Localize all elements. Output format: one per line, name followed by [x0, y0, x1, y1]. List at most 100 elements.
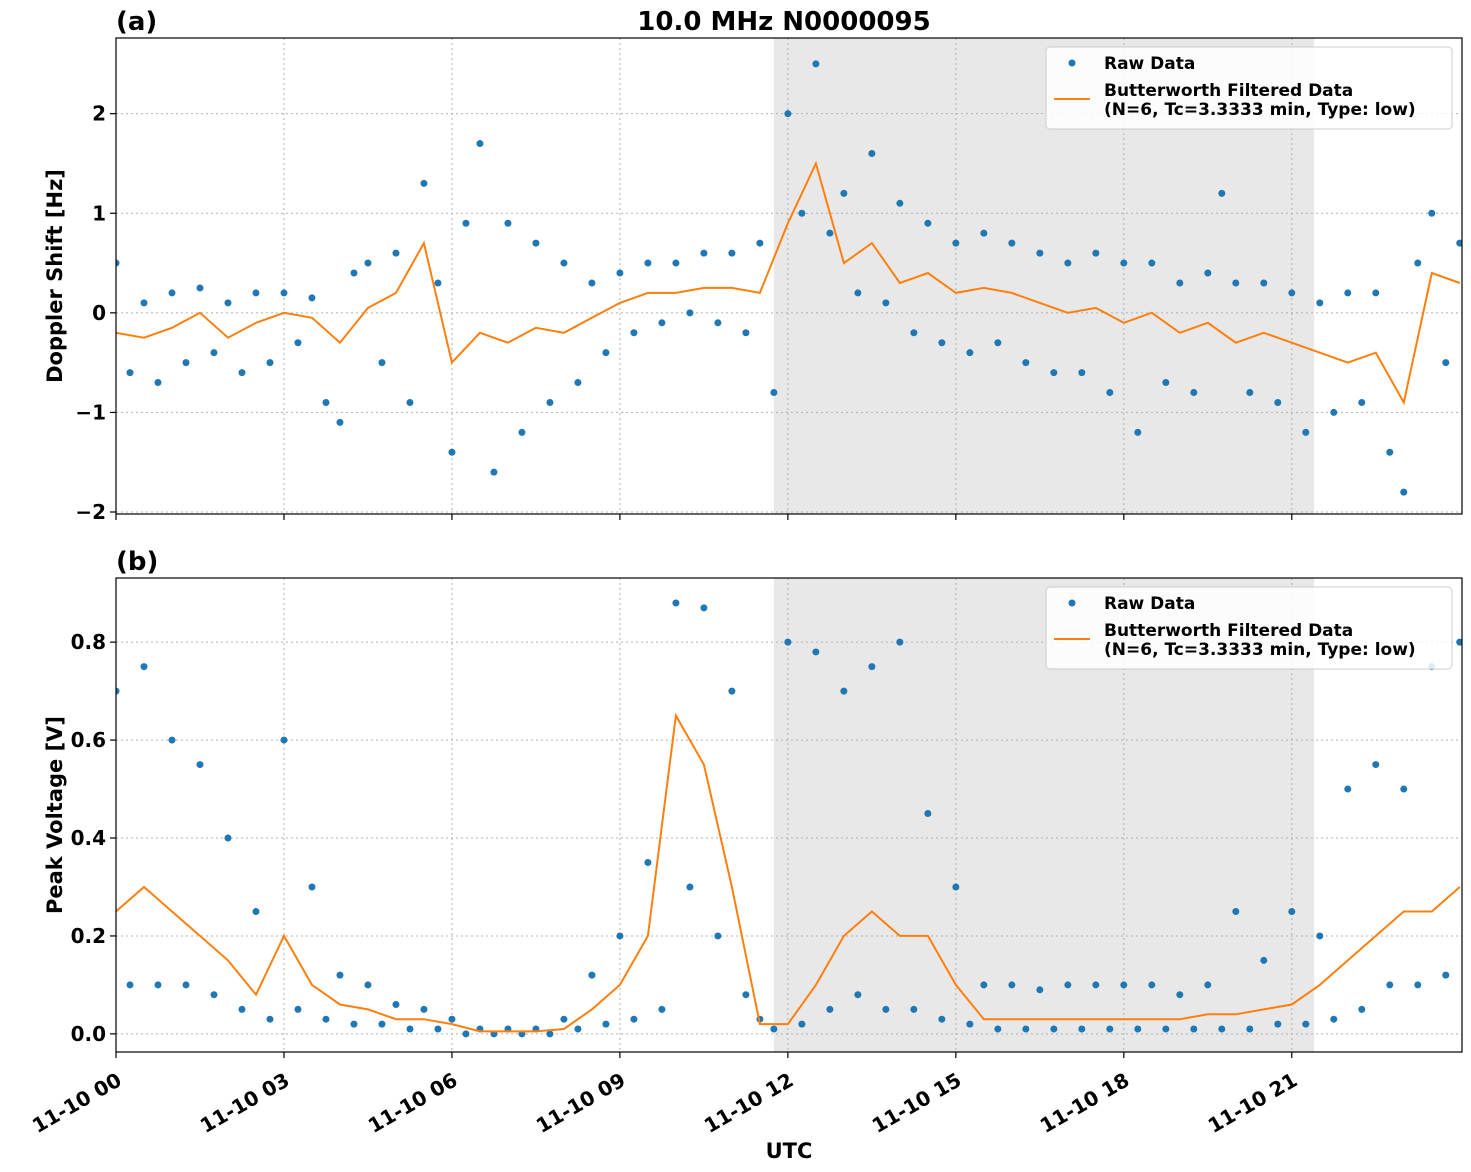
- raw-point: [1260, 279, 1268, 287]
- raw-point: [1134, 1025, 1142, 1033]
- raw-point: [280, 736, 288, 744]
- raw-point: [630, 329, 638, 337]
- raw-point: [854, 991, 862, 999]
- raw-point: [798, 209, 806, 217]
- raw-point: [1358, 398, 1366, 406]
- raw-point: [924, 219, 932, 227]
- raw-point: [1386, 448, 1394, 456]
- raw-point: [224, 299, 232, 307]
- legend-label: Butterworth Filtered Data (N=6, Tc=3.3333…: [1104, 621, 1416, 660]
- raw-point: [1302, 428, 1310, 436]
- raw-point: [1260, 956, 1268, 964]
- raw-point: [378, 359, 386, 367]
- legend-marker: [1068, 599, 1076, 607]
- raw-point: [952, 239, 960, 247]
- x-tick-label: 11-10 21: [1204, 1068, 1302, 1138]
- raw-point: [826, 229, 834, 237]
- raw-point: [1162, 1025, 1170, 1033]
- raw-point: [588, 279, 596, 287]
- raw-point: [116, 259, 120, 267]
- y-tick-label: 0.8: [71, 630, 106, 654]
- raw-point: [168, 289, 176, 297]
- raw-point: [294, 1005, 302, 1013]
- raw-point: [1400, 488, 1408, 496]
- raw-point: [1372, 761, 1380, 769]
- raw-point: [406, 1025, 414, 1033]
- raw-point: [882, 1005, 890, 1013]
- raw-point: [1092, 981, 1100, 989]
- raw-point: [980, 229, 988, 237]
- raw-point: [364, 259, 372, 267]
- raw-point: [574, 1025, 582, 1033]
- y-tick-label: 0: [92, 301, 106, 325]
- raw-point: [700, 604, 708, 612]
- y-tick-label: 0.2: [71, 924, 106, 948]
- y-axis-label: Doppler Shift [Hz]: [43, 169, 67, 383]
- raw-point: [812, 648, 820, 656]
- raw-point: [896, 638, 904, 646]
- raw-point: [434, 279, 442, 287]
- raw-point: [1078, 1025, 1086, 1033]
- raw-point: [140, 663, 148, 671]
- raw-point: [1386, 981, 1394, 989]
- raw-point: [798, 1020, 806, 1028]
- raw-point: [518, 428, 526, 436]
- raw-point: [1442, 359, 1450, 367]
- raw-point: [266, 1015, 274, 1023]
- raw-point: [826, 1005, 834, 1013]
- raw-point: [560, 1015, 568, 1023]
- raw-point: [994, 1025, 1002, 1033]
- raw-point: [1204, 269, 1212, 277]
- raw-point: [364, 981, 372, 989]
- raw-point: [602, 349, 610, 357]
- raw-point: [182, 981, 190, 989]
- raw-point: [462, 219, 470, 227]
- raw-point: [728, 687, 736, 695]
- x-axis-label: UTC: [766, 1139, 813, 1163]
- raw-point: [420, 179, 428, 187]
- raw-point: [560, 259, 568, 267]
- filtered-line: [116, 160, 1461, 406]
- y-tick-label: 0.0: [71, 1022, 106, 1046]
- raw-point: [756, 239, 764, 247]
- y-tick-label: 0.6: [71, 728, 106, 752]
- panel-label: (a): [116, 7, 157, 37]
- raw-point: [672, 599, 680, 607]
- raw-point: [1190, 1025, 1198, 1033]
- raw-point: [1078, 369, 1086, 377]
- raw-point: [616, 269, 624, 277]
- raw-point: [574, 379, 582, 387]
- raw-point: [1246, 1025, 1254, 1033]
- raw-point: [644, 858, 652, 866]
- raw-point: [1316, 299, 1324, 307]
- raw-point: [532, 239, 540, 247]
- raw-point: [812, 60, 820, 68]
- x-tick-label: 11-10 00: [28, 1068, 126, 1138]
- raw-point: [1218, 1025, 1226, 1033]
- raw-point: [546, 398, 554, 406]
- raw-point: [462, 1030, 470, 1038]
- raw-point: [154, 981, 162, 989]
- raw-point: [1106, 1025, 1114, 1033]
- raw-point: [546, 1030, 554, 1038]
- raw-point: [742, 991, 750, 999]
- legend-label: Raw Data: [1104, 54, 1195, 74]
- raw-point: [350, 1020, 358, 1028]
- raw-point: [1008, 239, 1016, 247]
- raw-point: [952, 883, 960, 891]
- raw-point: [1036, 986, 1044, 994]
- raw-point: [630, 1015, 638, 1023]
- raw-point: [1330, 1015, 1338, 1023]
- raw-point: [1330, 408, 1338, 416]
- raw-point: [294, 339, 302, 347]
- raw-point: [672, 259, 680, 267]
- raw-point: [1414, 981, 1422, 989]
- raw-point: [1288, 289, 1296, 297]
- raw-point: [266, 359, 274, 367]
- raw-point: [1316, 932, 1324, 940]
- raw-point: [1232, 907, 1240, 915]
- raw-point: [1372, 289, 1380, 297]
- raw-point: [588, 971, 596, 979]
- raw-point: [1274, 398, 1282, 406]
